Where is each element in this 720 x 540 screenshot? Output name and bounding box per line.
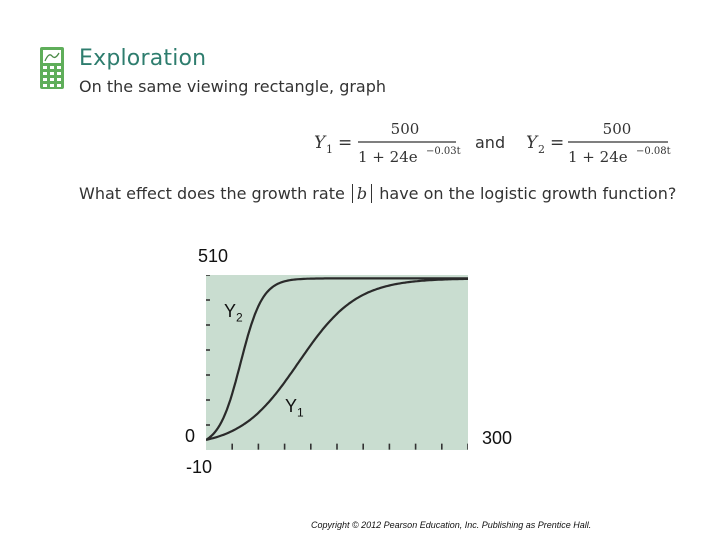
question-text: What effect does the growth rate b have … <box>79 184 676 203</box>
y2-name: Y <box>526 133 539 153</box>
y2-subscript: 2 <box>538 143 545 156</box>
x-max-label: 300 <box>482 428 513 448</box>
y1-exponent: −0.03t <box>426 146 461 157</box>
curve-label-y1: Y1 <box>285 396 304 420</box>
series-curves <box>206 277 468 441</box>
question-after: have on the logistic growth function? <box>379 184 677 203</box>
y1-numerator: 500 <box>391 120 420 138</box>
y2-exponent: −0.08t <box>636 146 671 157</box>
y-max-label: 510 <box>198 246 229 266</box>
y2-denominator: 1 + 24e <box>568 148 628 166</box>
copyright-notice: Copyright © 2012 Pearson Education, Inc.… <box>311 520 592 530</box>
question-before: What effect does the growth rate <box>79 184 345 203</box>
formula-connector: and <box>475 133 505 152</box>
intro-text: On the same viewing rectangle, graph <box>79 77 387 96</box>
svg-text:=: = <box>550 133 564 153</box>
growth-rate-variable: b <box>351 184 373 203</box>
y1-subscript: 1 <box>326 143 333 156</box>
axis-ticks <box>206 275 468 450</box>
curve-label-y2: Y2 <box>224 301 243 325</box>
exploration-heading: Exploration <box>79 46 207 71</box>
y-min-label: -10 <box>186 457 213 477</box>
logistic-growth-chart <box>206 275 468 450</box>
y2-numerator: 500 <box>603 120 632 138</box>
svg-text:=: = <box>338 133 352 153</box>
formula-block: Y 1 = 500 1 + 24e −0.03t and Y 2 = 500 1… <box>314 120 671 166</box>
curve-y2 <box>206 277 468 441</box>
calculator-icon <box>40 47 64 89</box>
curve-y1 <box>206 277 468 441</box>
y1-denominator: 1 + 24e <box>358 148 418 166</box>
x-min-label: 0 <box>185 426 196 446</box>
y1-name: Y <box>314 133 327 153</box>
